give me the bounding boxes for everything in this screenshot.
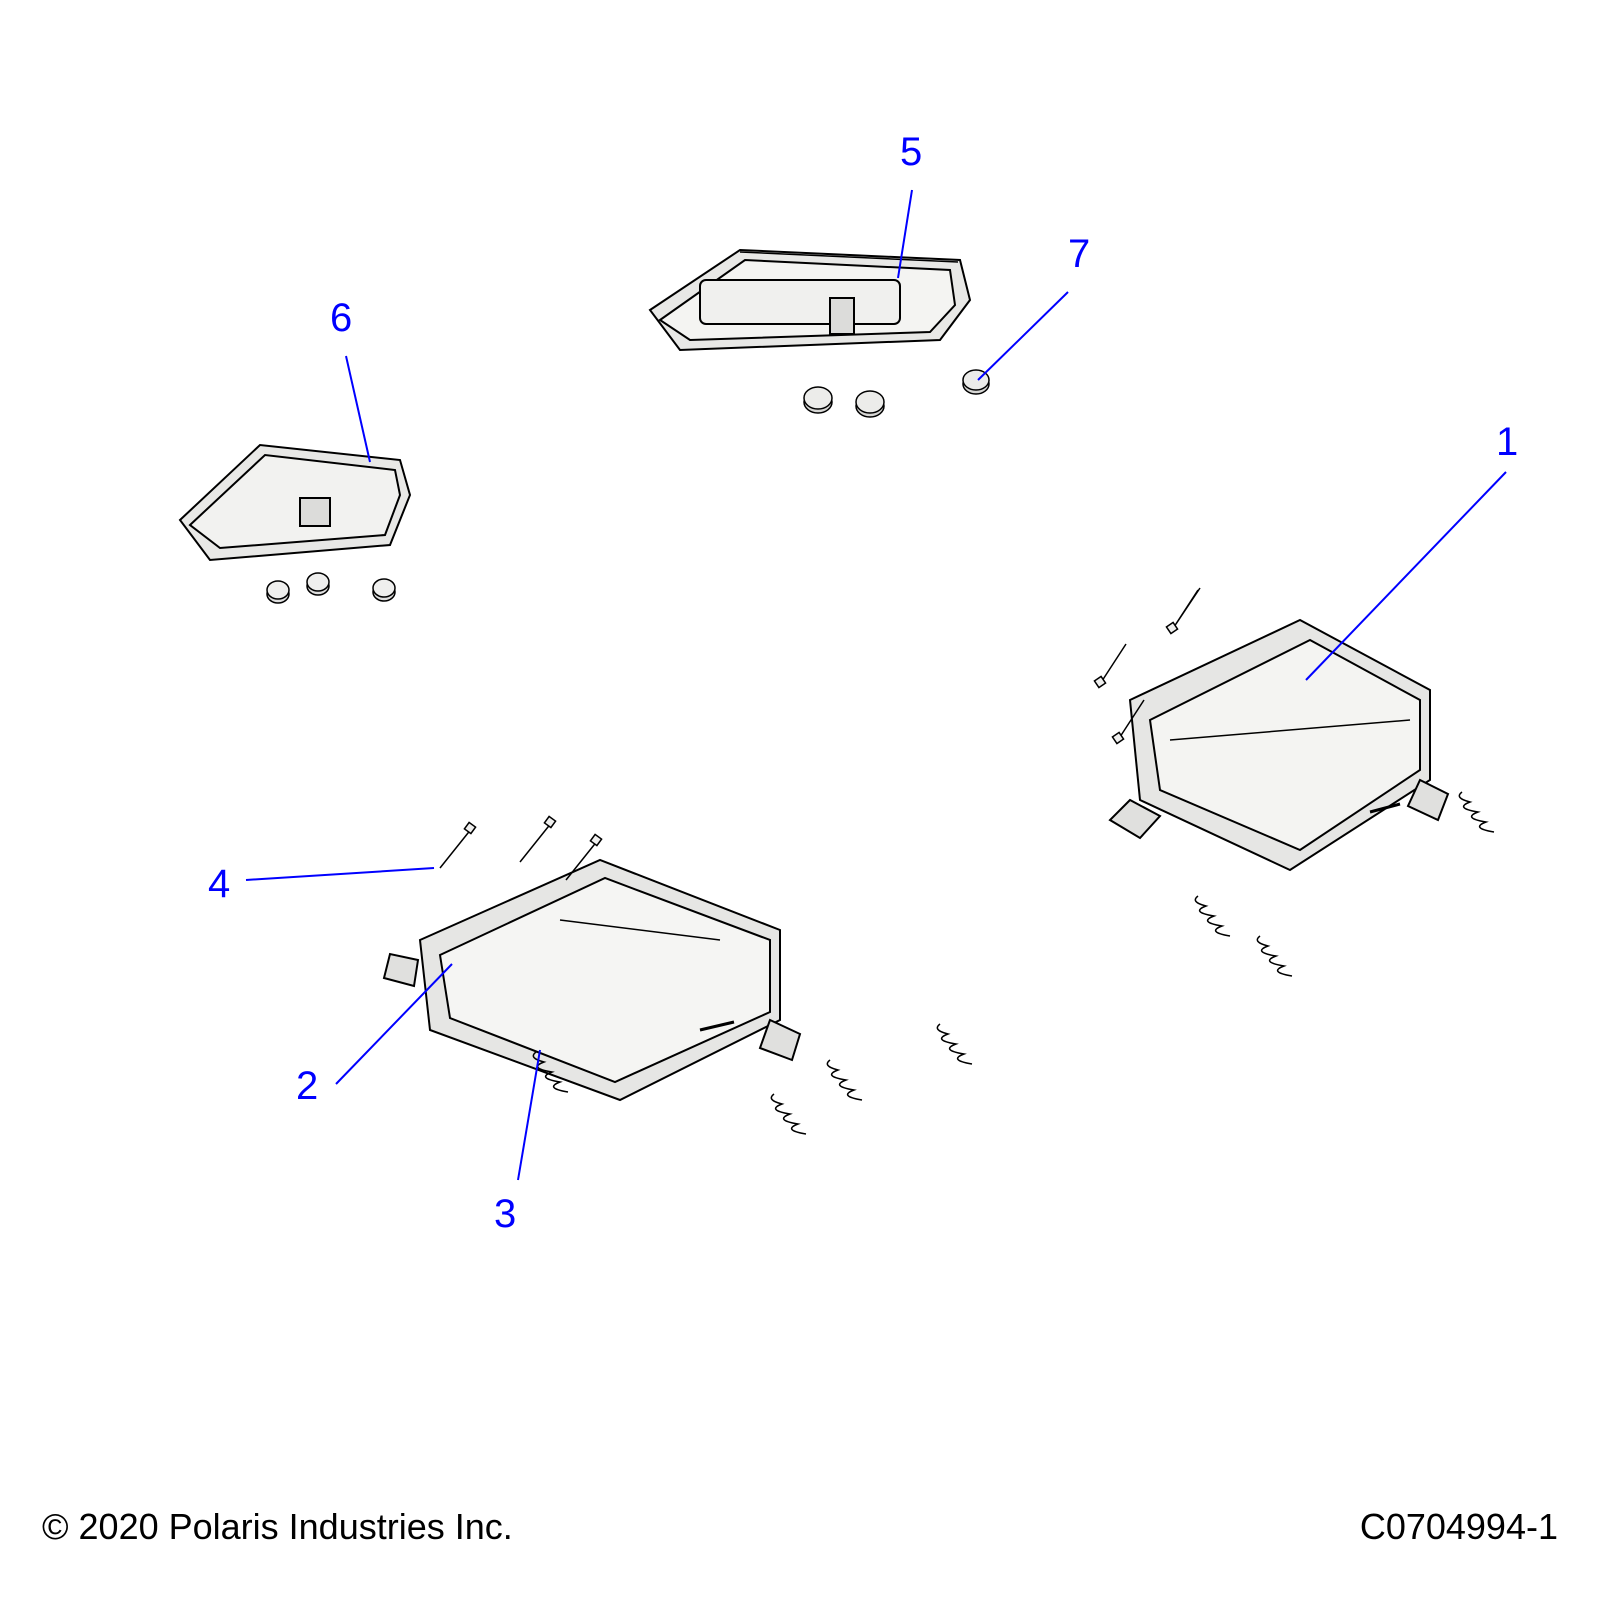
fastener-group-6 [267, 573, 395, 603]
part-panel-5 [650, 250, 970, 350]
callout-7: 7 [1068, 232, 1090, 277]
copyright-text: © 2020 Polaris Industries Inc. [42, 1506, 513, 1548]
callout-6: 6 [330, 296, 352, 341]
drawing-number: C0704994-1 [1360, 1506, 1558, 1548]
callout-3: 3 [494, 1192, 516, 1237]
callout-4: 4 [208, 862, 230, 907]
part-headlight-1 [1110, 620, 1448, 870]
parts-diagram [0, 0, 1600, 1600]
fastener-group-7 [804, 370, 989, 417]
callout-2: 2 [296, 1064, 318, 1109]
callout-1: 1 [1496, 420, 1518, 465]
callout-5: 5 [900, 130, 922, 175]
part-panel-6 [180, 445, 410, 560]
part-headlight-2 [384, 860, 800, 1100]
